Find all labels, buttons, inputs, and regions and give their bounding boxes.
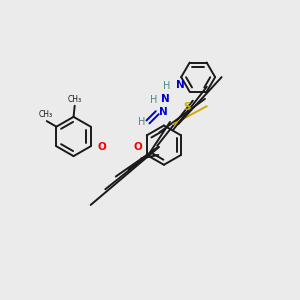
Text: H: H [150, 94, 158, 104]
Text: O: O [98, 142, 107, 152]
Text: H: H [163, 81, 171, 91]
Text: O: O [134, 142, 143, 152]
Text: N: N [176, 80, 184, 90]
Text: CH₃: CH₃ [68, 95, 82, 104]
Text: S: S [184, 102, 191, 112]
Text: H: H [138, 117, 145, 127]
Text: CH₃: CH₃ [38, 110, 53, 119]
Text: N: N [159, 107, 168, 117]
Text: N: N [161, 94, 170, 104]
